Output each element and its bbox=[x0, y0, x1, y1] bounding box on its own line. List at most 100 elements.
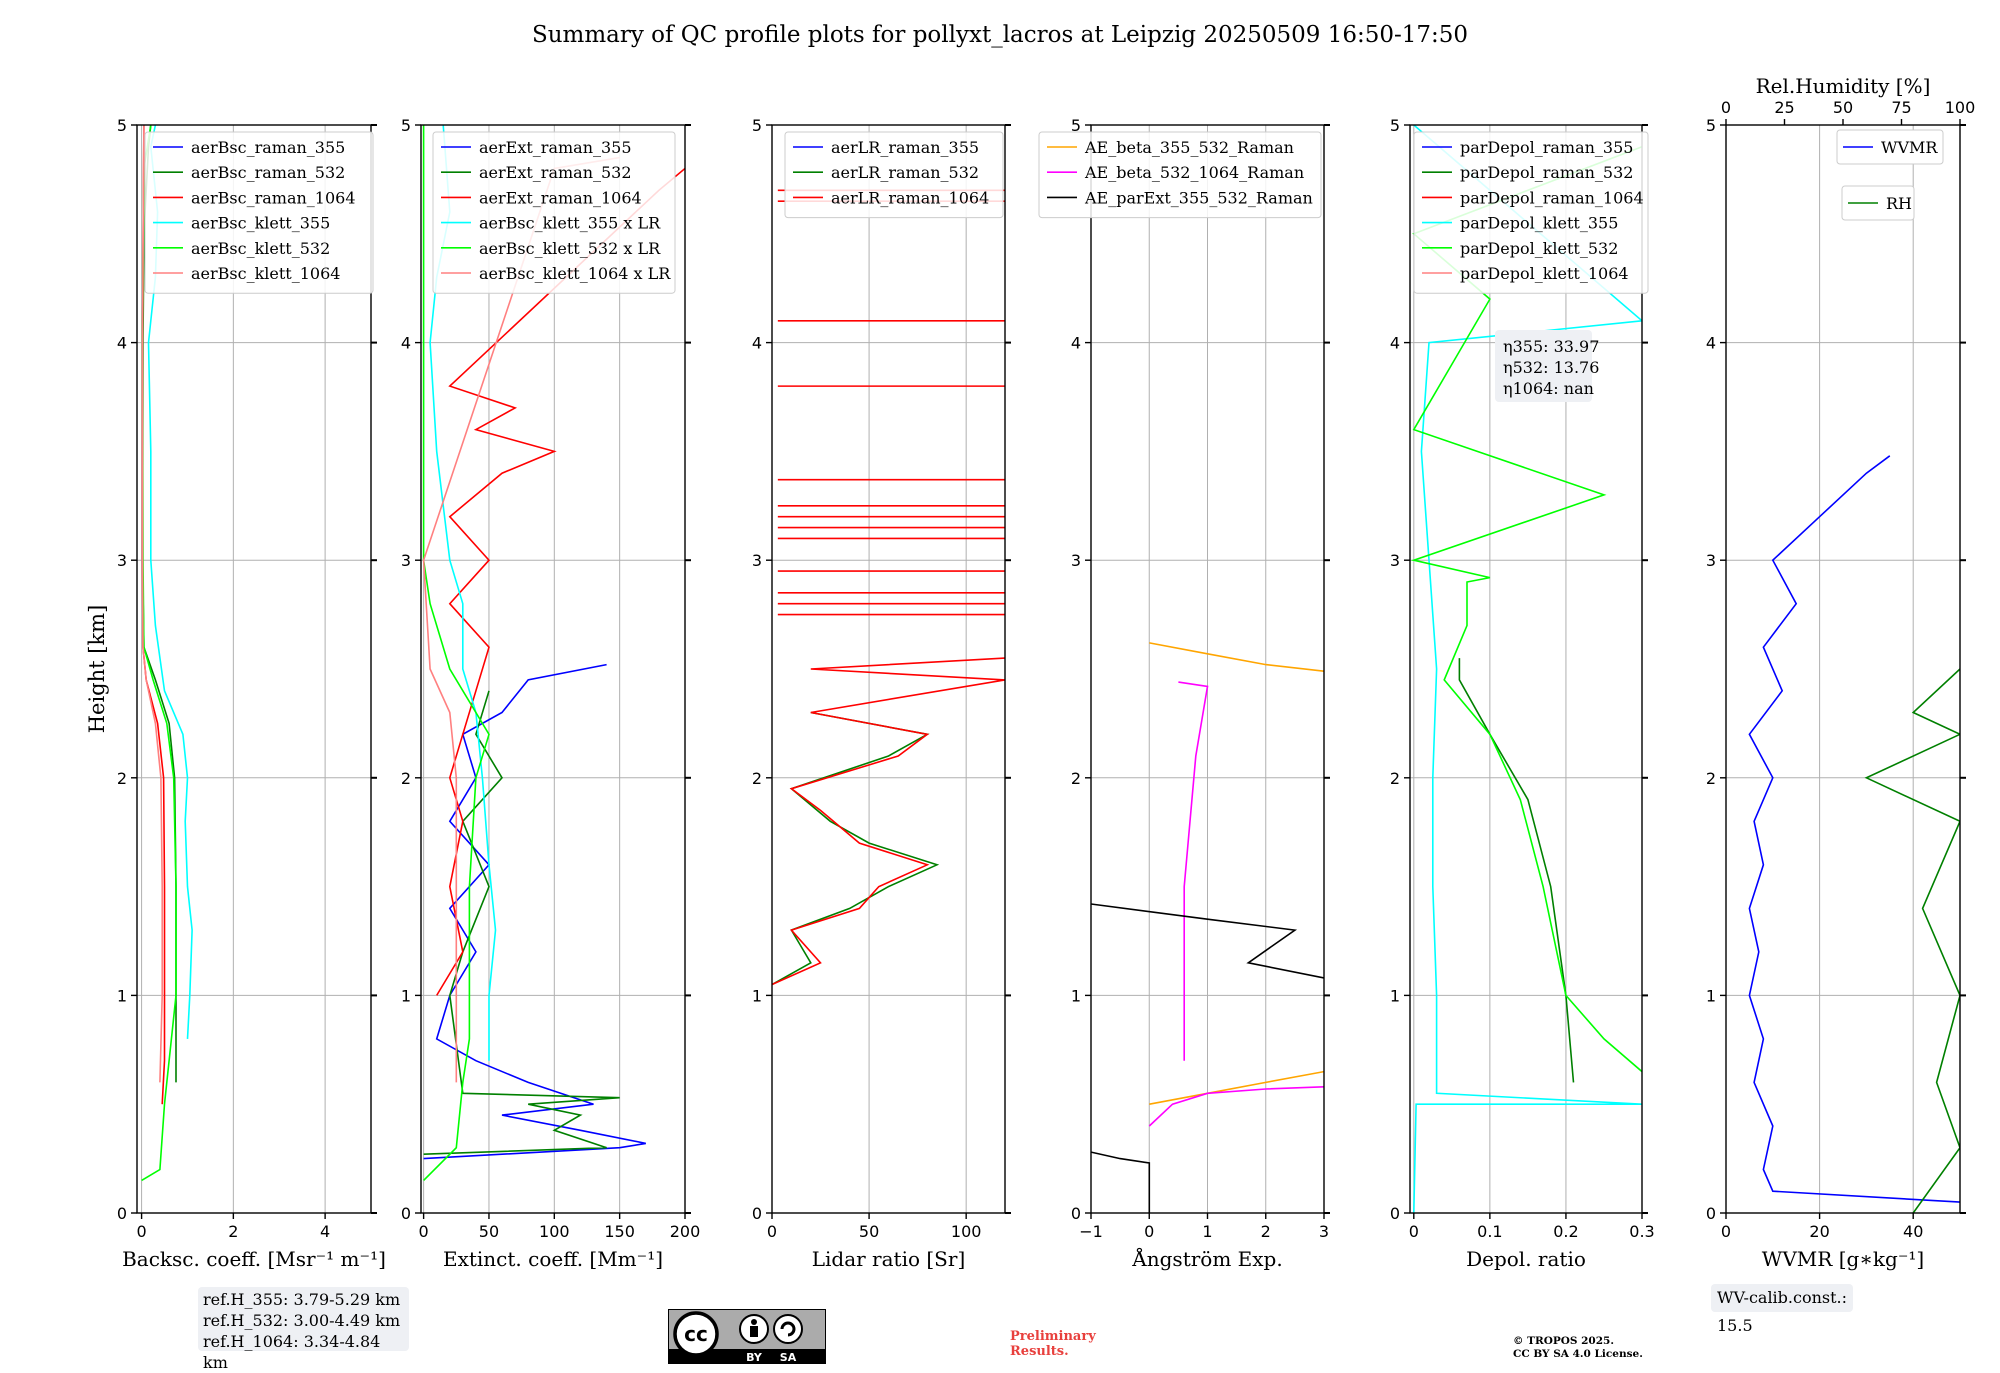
depolarization-legend-label: parDepol_klett_1064 bbox=[1460, 264, 1629, 283]
eta-annotation-line: η532: 13.76 bbox=[1503, 358, 1599, 377]
depolarization-ytick-label: 1 bbox=[1390, 986, 1400, 1005]
extinction-series-aerbsc-klett-1064-x-lr bbox=[422, 156, 620, 1083]
backscatter-xlabel: Backsc. coeff. [Msr⁻¹ m⁻¹] bbox=[122, 1247, 386, 1271]
angstrom-ytick-label: 5 bbox=[1071, 116, 1081, 135]
extinction-series-aerext-raman-1064 bbox=[436, 167, 685, 996]
depolarization-frame bbox=[1409, 124, 1643, 1214]
water-vapour-ytick-label: 3 bbox=[1706, 551, 1716, 570]
water-vapour-xtick-top-label: 75 bbox=[1891, 98, 1911, 117]
backscatter-xtick-label: 0 bbox=[136, 1222, 146, 1241]
water-vapour-ytick-label: 2 bbox=[1706, 769, 1716, 788]
lidar-ratio-legend-label: aerLR_raman_355 bbox=[831, 138, 979, 157]
copyright-note: © TROPOS 2025. CC BY SA 4.0 License. bbox=[1513, 1335, 1643, 1361]
extinction-legend-label: aerExt_raman_355 bbox=[479, 138, 632, 157]
wv-calibration-box: WV-calib.const.: 15.5 bbox=[1711, 1284, 1853, 1335]
preliminary-results-note: Preliminary Results. bbox=[1010, 1329, 1096, 1359]
cc-by-sa-icon: cc BY SA bbox=[668, 1309, 826, 1364]
lidar-ratio-legend-label: aerLR_raman_532 bbox=[831, 163, 979, 182]
backscatter-ytick-label: 4 bbox=[117, 334, 127, 353]
backscatter-xtick-label: 4 bbox=[320, 1222, 330, 1241]
extinction-legend-label: aerBsc_klett_532 x LR bbox=[479, 239, 661, 258]
angstrom-series-ae-beta-532-1064-raman bbox=[1178, 681, 1209, 1061]
depolarization-xtick-label: 0.2 bbox=[1553, 1222, 1578, 1241]
water-vapour-xtick-top-label: 50 bbox=[1833, 98, 1853, 117]
water-vapour-ytick-label: 5 bbox=[1706, 116, 1716, 135]
water-vapour-xtick-label: 20 bbox=[1809, 1222, 1829, 1241]
extinction-xtick-label: 200 bbox=[670, 1222, 701, 1241]
ref-height-355: ref.H_355: 3.79-5.29 km bbox=[203, 1290, 401, 1309]
backscatter-ytick-label: 1 bbox=[117, 986, 127, 1005]
angstrom-series-ae-beta-355-532-raman bbox=[1149, 642, 1324, 672]
page-title: Summary of QC profile plots for pollyxt_… bbox=[531, 22, 1469, 48]
water-vapour-ytick-label: 1 bbox=[1706, 986, 1716, 1005]
extinction-frame bbox=[420, 124, 686, 1214]
lidar-ratio-xtick-label: 50 bbox=[859, 1222, 879, 1241]
lidar-ratio-ytick-label: 5 bbox=[752, 116, 762, 135]
copyright-line-2: CC BY SA 4.0 License. bbox=[1513, 1348, 1643, 1360]
depolarization-series-pardepol-klett-532 bbox=[1410, 146, 1642, 1073]
backscatter-legend-label: aerBsc_raman_1064 bbox=[191, 188, 356, 207]
water-vapour-xlabel: WVMR [g∗kg⁻¹] bbox=[1762, 1247, 1924, 1271]
preliminary-line-1: Preliminary bbox=[1010, 1329, 1096, 1344]
depolarization-ytick-label: 5 bbox=[1390, 116, 1400, 135]
extinction-xtick-label: 150 bbox=[604, 1222, 635, 1241]
angstrom-ytick-label: 1 bbox=[1071, 986, 1081, 1005]
backscatter-ytick-label: 5 bbox=[117, 116, 127, 135]
lidar-ratio-xtick-label: 100 bbox=[951, 1222, 982, 1241]
water-vapour-series-wvmr bbox=[1748, 455, 1960, 1203]
backscatter-legend-label: aerBsc_klett_532 bbox=[191, 239, 330, 258]
depolarization-series-pardepol-raman-532 bbox=[1458, 658, 1575, 1083]
extinction-legend-label: aerExt_raman_532 bbox=[479, 163, 632, 182]
water-vapour-xtick-label: 0 bbox=[1721, 1222, 1731, 1241]
water-vapour-ytick-label: 0 bbox=[1706, 1204, 1716, 1223]
extinction-series-aerext-raman-532 bbox=[423, 690, 620, 1155]
depolarization-ytick-label: 2 bbox=[1390, 769, 1400, 788]
angstrom-ytick-label: 4 bbox=[1071, 334, 1081, 353]
depolarization-legend-label: parDepol_klett_355 bbox=[1460, 214, 1618, 233]
depolarization-ytick-label: 4 bbox=[1390, 334, 1400, 353]
extinction-ytick-label: 1 bbox=[401, 986, 411, 1005]
backscatter-legend-label: aerBsc_klett_1064 bbox=[191, 264, 340, 283]
lidar-ratio-ytick-label: 0 bbox=[752, 1204, 762, 1223]
reference-height-box: ref.H_355: 3.79-5.29 km ref.H_532: 3.00-… bbox=[198, 1287, 409, 1372]
water-vapour-xtick-top-label: 0 bbox=[1721, 98, 1731, 117]
backscatter-frame bbox=[136, 124, 372, 1214]
depolarization-xtick-label: 0 bbox=[1409, 1222, 1419, 1241]
extinction-xlabel: Extinct. coeff. [Mm⁻¹] bbox=[443, 1247, 663, 1271]
extinction-xtick-label: 50 bbox=[479, 1222, 499, 1241]
lidar-ratio-series-aerlr-raman-1064 bbox=[772, 657, 1005, 986]
extinction-xtick-label: 100 bbox=[539, 1222, 570, 1241]
water-vapour-xlabel-top: Rel.Humidity [%] bbox=[1756, 74, 1931, 98]
backscatter-ylabel: Height [km] bbox=[85, 605, 109, 734]
extinction-series-aerbsc-klett-532-x-lr bbox=[422, 125, 490, 1181]
water-vapour-xtick-top-label: 25 bbox=[1774, 98, 1794, 117]
depolarization-xtick-label: 0.3 bbox=[1629, 1222, 1654, 1241]
preliminary-line-2: Results. bbox=[1010, 1344, 1069, 1359]
lidar-ratio-xtick-label: 0 bbox=[767, 1222, 777, 1241]
extinction-legend-label: aerBsc_klett_355 x LR bbox=[479, 214, 661, 233]
backscatter-legend-label: aerBsc_raman_355 bbox=[191, 138, 345, 157]
angstrom-series-ae-parext-355-532-raman bbox=[1091, 903, 1324, 979]
eta-annotation-line: η355: 33.97 bbox=[1503, 337, 1599, 356]
depolarization-legend-label: parDepol_klett_532 bbox=[1460, 239, 1618, 258]
lidar-ratio-series-aerlr-raman-532 bbox=[772, 711, 940, 986]
angstrom-series-ae-beta-532-1064-raman bbox=[1148, 1086, 1324, 1127]
depolarization-ytick-label: 0 bbox=[1390, 1204, 1400, 1223]
lidar-ratio-ytick-label: 3 bbox=[752, 551, 762, 570]
lidar-ratio-ytick-label: 1 bbox=[752, 986, 762, 1005]
extinction-legend-label: aerBsc_klett_1064 x LR bbox=[479, 264, 671, 283]
copyright-line-1: © TROPOS 2025. bbox=[1513, 1335, 1615, 1347]
backscatter-legend-label: aerBsc_klett_355 bbox=[191, 214, 330, 233]
extinction-legend-box bbox=[432, 131, 676, 294]
extinction-legend-label: aerExt_raman_1064 bbox=[479, 188, 642, 207]
depolarization-xlabel: Depol. ratio bbox=[1466, 1247, 1586, 1271]
by-text: BY bbox=[746, 1351, 763, 1364]
depolarization-legend-box bbox=[1413, 131, 1649, 294]
backscatter-ytick-label: 0 bbox=[117, 1204, 127, 1223]
backscatter-legend-label: aerBsc_raman_532 bbox=[191, 163, 345, 182]
water-vapour-legend-label: RH bbox=[1886, 194, 1912, 213]
angstrom-series-ae-parext-355-532-raman bbox=[1091, 1151, 1151, 1213]
depolarization-legend-label: parDepol_raman_355 bbox=[1460, 138, 1633, 157]
depolarization-ytick-label: 3 bbox=[1390, 551, 1400, 570]
